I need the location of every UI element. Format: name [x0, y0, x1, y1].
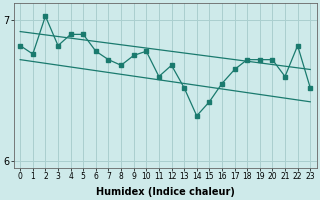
- X-axis label: Humidex (Indice chaleur): Humidex (Indice chaleur): [96, 187, 235, 197]
